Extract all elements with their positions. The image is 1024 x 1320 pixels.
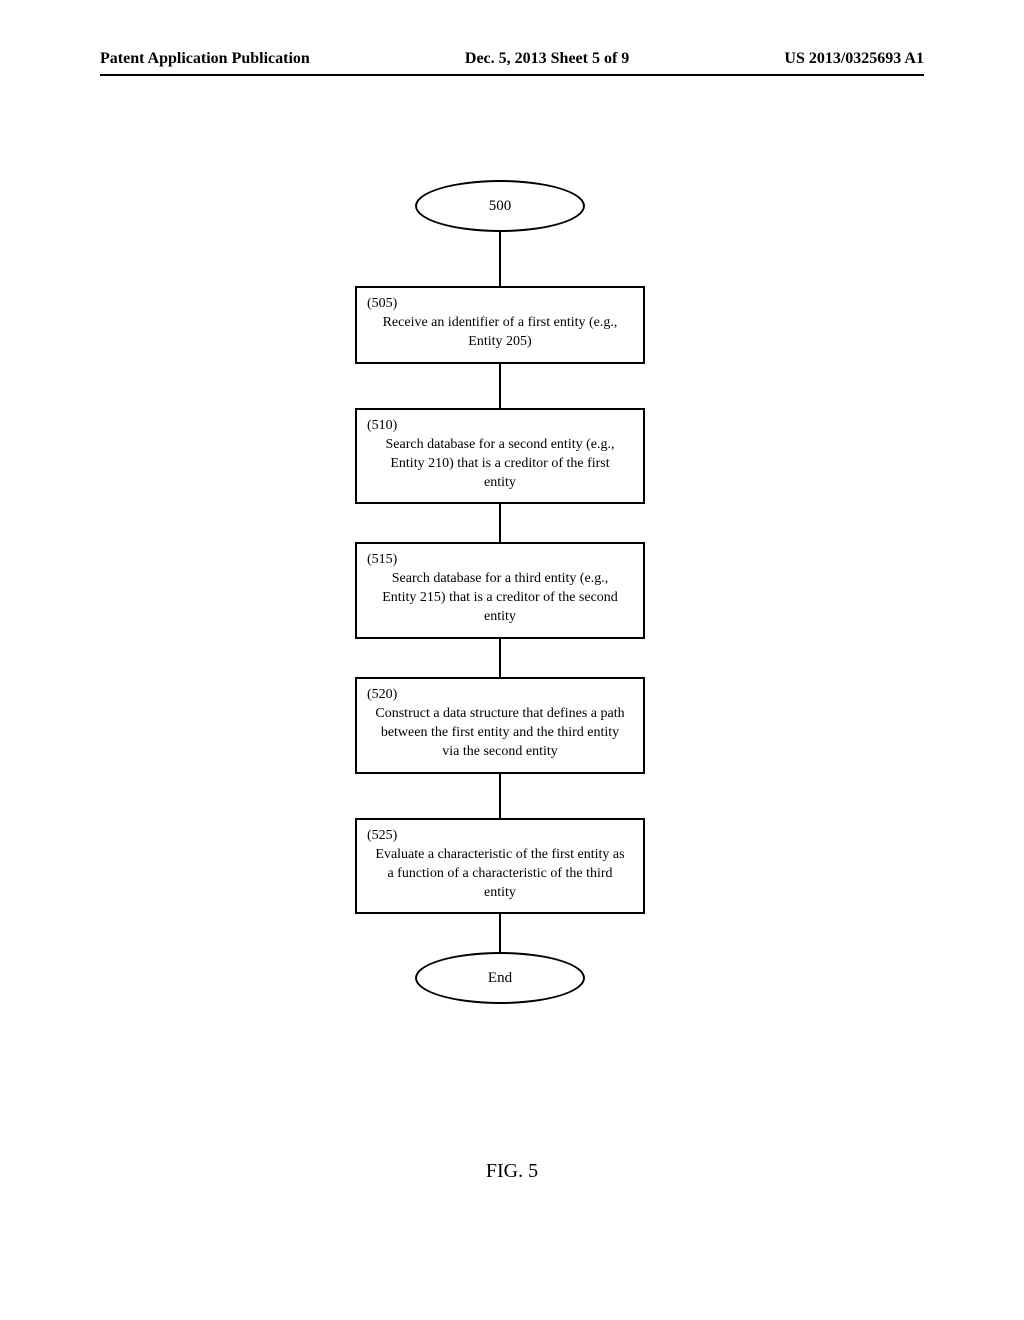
process-515-num: (515) bbox=[367, 552, 633, 568]
edge-520-525 bbox=[499, 774, 501, 818]
page-header: Patent Application Publication Dec. 5, 2… bbox=[0, 50, 1024, 76]
figure-label: FIG. 5 bbox=[0, 1160, 1024, 1183]
process-520: (520) Construct a data structure that de… bbox=[355, 677, 645, 774]
edge-510-515 bbox=[499, 504, 501, 542]
process-520-text: Construct a data structure that defines … bbox=[367, 705, 633, 762]
process-510-text: Search database for a second entity (e.g… bbox=[367, 436, 633, 493]
start-terminator: 500 bbox=[415, 180, 585, 232]
flowchart: 500 (505) Receive an identifier of a fir… bbox=[340, 180, 660, 1004]
header-row: Patent Application Publication Dec. 5, 2… bbox=[100, 50, 924, 68]
header-right: US 2013/0325693 A1 bbox=[784, 50, 924, 68]
process-505: (505) Receive an identifier of a first e… bbox=[355, 286, 645, 364]
header-center: Dec. 5, 2013 Sheet 5 of 9 bbox=[465, 50, 629, 68]
process-525-num: (525) bbox=[367, 828, 633, 844]
start-label: 500 bbox=[489, 198, 512, 215]
process-515-text: Search database for a third entity (e.g.… bbox=[367, 570, 633, 627]
process-510: (510) Search database for a second entit… bbox=[355, 408, 645, 505]
process-525: (525) Evaluate a characteristic of the f… bbox=[355, 818, 645, 915]
process-525-text: Evaluate a characteristic of the first e… bbox=[367, 846, 633, 903]
header-left: Patent Application Publication bbox=[100, 50, 310, 68]
process-510-num: (510) bbox=[367, 418, 633, 434]
process-520-num: (520) bbox=[367, 687, 633, 703]
edge-505-510 bbox=[499, 364, 501, 408]
process-505-text: Receive an identifier of a first entity … bbox=[367, 314, 633, 352]
header-rule bbox=[100, 74, 924, 76]
end-label: End bbox=[488, 970, 512, 987]
edge-start-505 bbox=[499, 232, 501, 286]
process-505-num: (505) bbox=[367, 296, 633, 312]
edge-525-end bbox=[499, 914, 501, 952]
edge-515-520 bbox=[499, 639, 501, 677]
end-terminator: End bbox=[415, 952, 585, 1004]
process-515: (515) Search database for a third entity… bbox=[355, 542, 645, 639]
